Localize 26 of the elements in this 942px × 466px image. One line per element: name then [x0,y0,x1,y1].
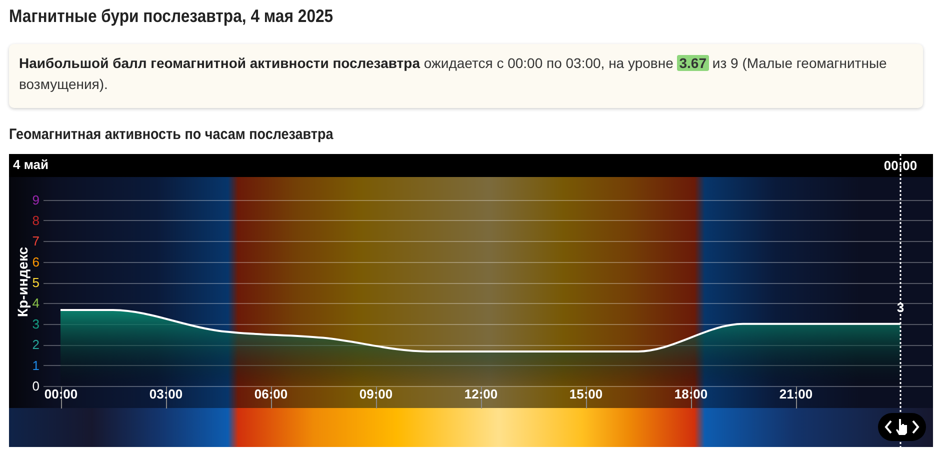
chart-title: Магнитные бури послезавтра, 4 мая 2025 [9,6,334,27]
x-tick-label: 18:00 [674,386,708,402]
text: 4 май [13,157,49,172]
x-tick-label: 12:00 [464,386,498,402]
y-tick-label: 6 [32,254,40,270]
chart-subtitle: Геомагнитная активность по часам послезавтра [9,126,334,143]
y-tick-label: 5 [32,275,40,290]
annotation: 00:00 [884,158,918,173]
x-tick-label: 03:00 [149,386,183,402]
y-tick-label: 2 [32,337,40,352]
x-tick-label: 15:00 [569,386,603,402]
y-tick-label: 7 [32,234,40,249]
x-tick-label: 21:00 [779,386,813,402]
y-tick-label: 9 [32,192,40,208]
x-tick-label: 00:00 [44,386,78,402]
y-tick-label: 0 [32,378,40,394]
y-axis-title: Кр-индекс [14,246,30,318]
y-tick-label: 8 [32,212,40,228]
x-tick-label: 06:00 [254,386,288,402]
text: ожидается с 00:00 по 03:00, на уровне [424,55,674,71]
x-tick-label: 09:00 [359,386,393,402]
text: 3.67 [677,55,708,71]
y-tick-label: 3 [32,316,40,332]
text: Наибольшой балл геомагнитной активности послезавтра [19,55,420,71]
y-tick-label: 4 [32,296,40,311]
y-tick-label: 1 [32,358,40,373]
